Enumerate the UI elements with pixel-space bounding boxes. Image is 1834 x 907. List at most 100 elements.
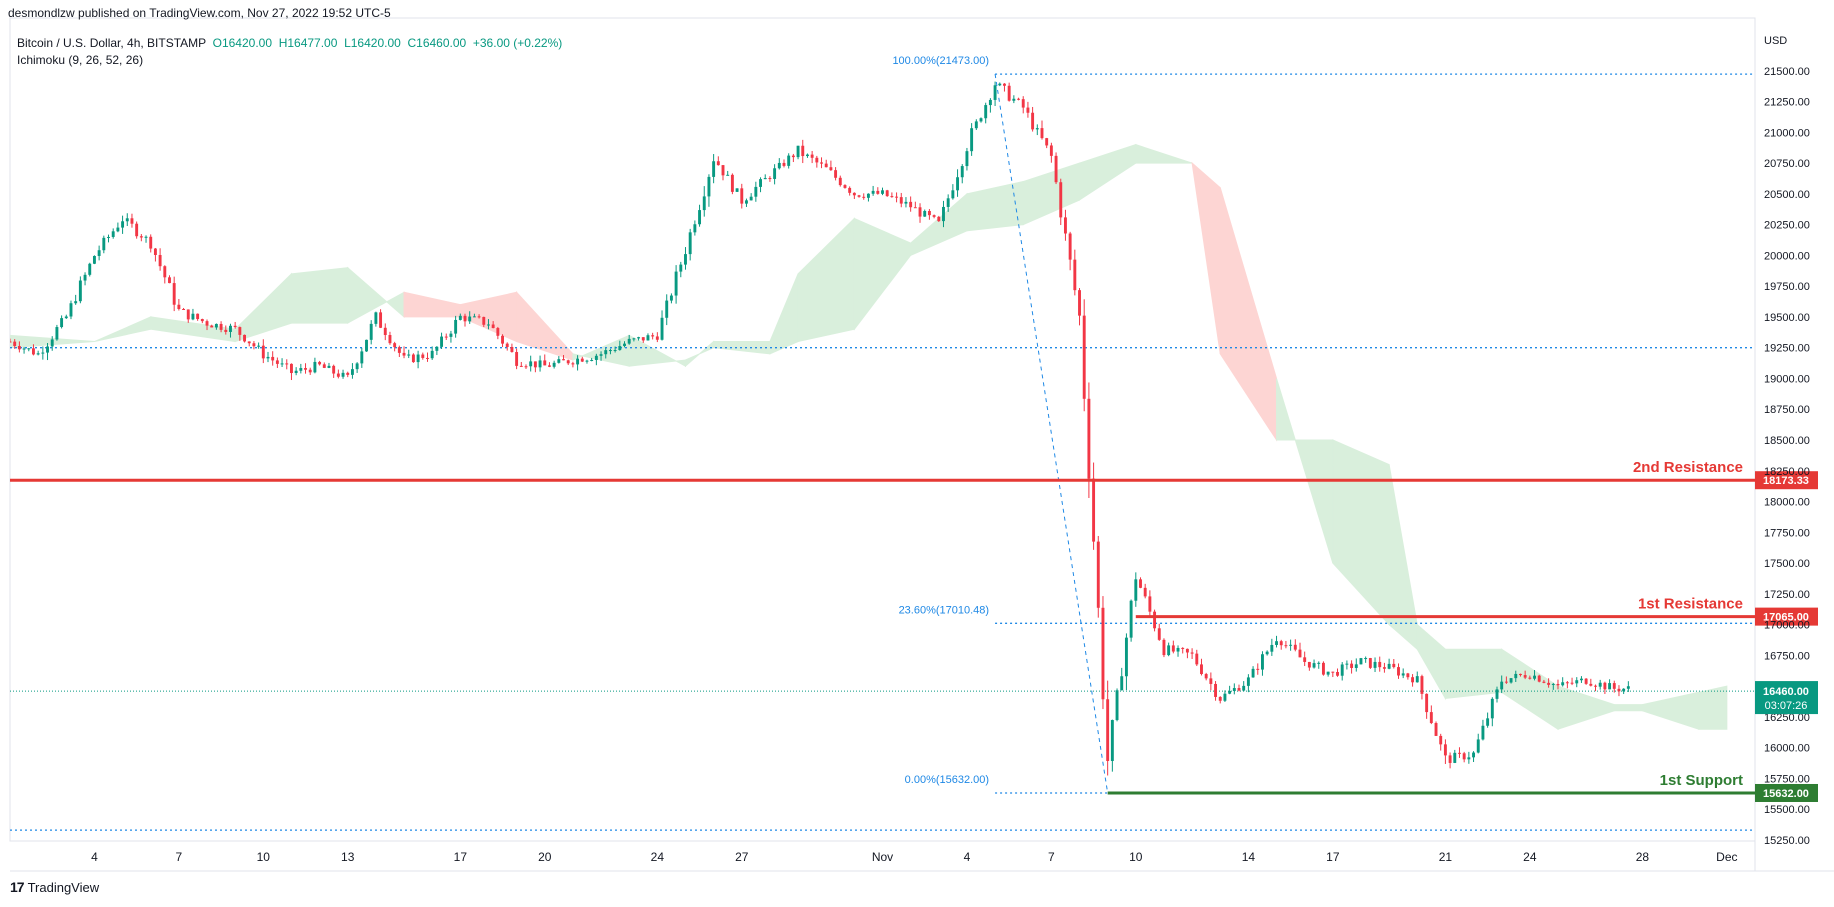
candle-body — [1021, 99, 1025, 108]
time-tick-label: 13 — [341, 850, 355, 864]
candle-body — [1443, 744, 1447, 756]
candle-body — [322, 364, 326, 368]
candle-body — [613, 350, 617, 352]
candle-body — [993, 85, 997, 100]
candle-body — [852, 192, 856, 196]
candle-body — [1289, 644, 1293, 646]
candle-body — [426, 357, 429, 359]
candle-body — [1101, 607, 1105, 700]
price-tick-label: 20500.00 — [1764, 189, 1810, 201]
candle-body — [909, 201, 913, 208]
candle-body — [69, 303, 73, 317]
candle-body — [533, 361, 537, 368]
time-tick-label: 10 — [257, 850, 271, 864]
candle-body — [130, 218, 134, 224]
candle-body — [252, 343, 256, 347]
candle-body — [843, 185, 847, 188]
candle-body — [1275, 641, 1278, 645]
candle-body — [1378, 661, 1382, 668]
candle-body — [796, 145, 800, 158]
price-tick-label: 21000.00 — [1764, 127, 1810, 139]
candle-body — [1040, 128, 1044, 139]
candle-body — [1467, 757, 1471, 760]
support-resistance-levels[interactable]: 2nd Resistance 18173.33 1st Resistance 1706… — [10, 459, 1818, 802]
candle-body — [951, 190, 955, 199]
candle-body — [1110, 720, 1114, 761]
candle-body — [107, 236, 110, 238]
candle-body — [1031, 112, 1035, 130]
ohlc-change: +36.00 (+0.22%) — [472, 36, 563, 50]
candle-body — [285, 363, 289, 365]
candle-body — [988, 99, 992, 106]
candle-body — [1139, 579, 1142, 588]
candle-body — [881, 190, 884, 194]
candle-body — [1106, 699, 1110, 761]
candle-body — [829, 167, 833, 171]
candle-body — [1458, 752, 1461, 754]
candle-body — [1096, 541, 1100, 608]
candle-body — [346, 372, 350, 375]
candle-body — [50, 339, 54, 347]
candle-body — [590, 359, 594, 361]
candle-body — [458, 315, 462, 320]
candle-body — [379, 312, 383, 328]
candle-body — [1373, 661, 1377, 668]
candle-body — [388, 335, 392, 344]
dotted-levels — [10, 347, 1755, 831]
candle-body — [1115, 690, 1119, 721]
candle-body — [759, 179, 762, 187]
candle-body — [1176, 647, 1180, 652]
price-tick-label: 17250.00 — [1764, 589, 1810, 601]
candle-body — [196, 313, 200, 320]
candle-body — [1035, 128, 1039, 130]
candle-body — [580, 358, 584, 362]
candle-body — [1265, 651, 1269, 655]
candle-body — [229, 325, 232, 332]
candle-body — [974, 121, 978, 129]
candle-body — [219, 323, 223, 330]
candle-body — [745, 200, 748, 204]
symbol-legend[interactable]: Bitcoin / U.S. Dollar, 4h, BITSTAMP O164… — [17, 36, 562, 50]
candle-body — [360, 351, 364, 364]
candle-body — [1003, 83, 1006, 86]
candle-body — [1537, 675, 1541, 682]
candle-body — [1514, 673, 1518, 679]
candle-body — [1326, 671, 1330, 675]
price-axis[interactable]: USD 21500.00 21250.00 21000.00 20750.00 2050… — [1764, 35, 1810, 847]
candle-body — [444, 336, 448, 338]
tradingview-footer[interactable]: 17 TradingView — [10, 879, 99, 895]
candle-body — [149, 236, 153, 249]
candle-body — [214, 323, 218, 328]
candle-body — [1425, 693, 1429, 713]
candle-body — [1397, 667, 1400, 676]
candle-body — [1340, 664, 1344, 676]
candle-body — [64, 316, 68, 319]
candle-body — [1087, 398, 1091, 479]
level-price-tag-text: 15632.00 — [1763, 788, 1809, 800]
candle-body — [735, 188, 739, 192]
candle-body — [275, 360, 279, 364]
candle-body — [768, 178, 772, 180]
candle-body — [1500, 681, 1504, 690]
candle-body — [1528, 677, 1532, 679]
candle-body — [88, 263, 92, 275]
candle-body — [721, 165, 725, 176]
candle-body — [501, 335, 504, 344]
ohlc-close: C16460.00 — [407, 36, 467, 50]
candle-body — [1251, 668, 1255, 678]
plot-area[interactable] — [9, 17, 1756, 842]
indicator-legend[interactable]: Ichimoku (9, 26, 52, 26) — [17, 53, 144, 67]
candle-body — [749, 196, 753, 201]
candle-body — [918, 207, 922, 217]
time-axis[interactable]: 4 7 10 13 17 20 24 27 Nov 4 7 10 14 17 21 24 28 Dec — [91, 850, 1737, 864]
candle-body — [538, 360, 542, 368]
candle-body — [1406, 673, 1410, 678]
candle-body — [1017, 98, 1020, 100]
price-tick-label: 18500.00 — [1764, 435, 1810, 447]
candle-body — [515, 352, 519, 366]
candle-body — [407, 354, 411, 356]
candle-body — [186, 309, 190, 320]
candle-body — [726, 174, 730, 176]
candle-body — [247, 341, 251, 344]
